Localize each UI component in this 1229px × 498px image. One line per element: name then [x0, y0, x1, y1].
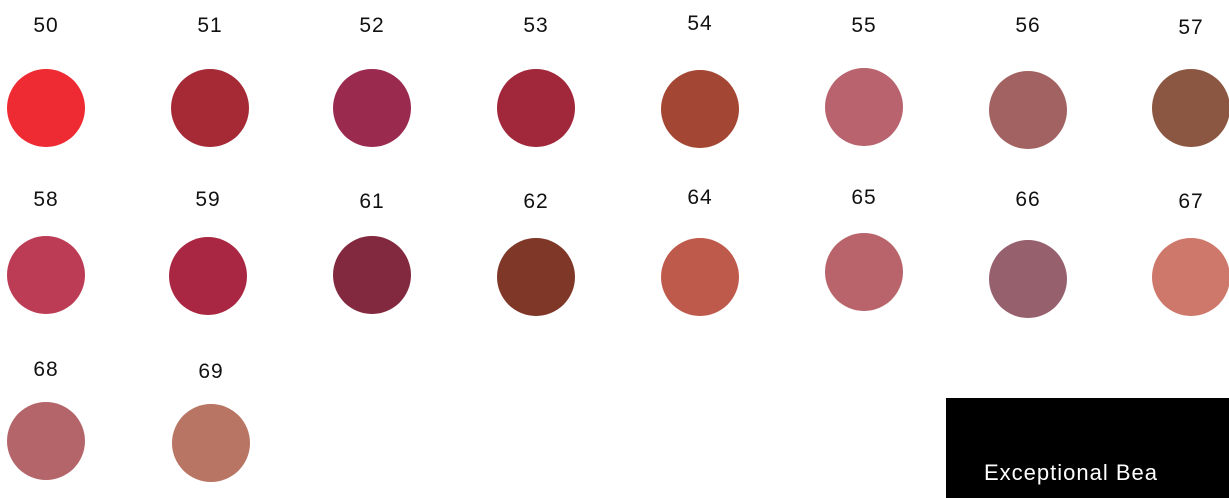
color-dot[interactable]: [7, 402, 85, 480]
brand-badge[interactable]: Exceptional Bea: [946, 398, 1229, 498]
swatch-number: 53: [523, 14, 549, 37]
swatch-number: 68: [33, 358, 59, 381]
color-dot[interactable]: [172, 404, 250, 482]
color-dot[interactable]: [825, 233, 903, 311]
color-dot[interactable]: [825, 68, 903, 146]
swatch-number: 66: [1015, 188, 1041, 211]
swatch-number: 55: [851, 14, 877, 37]
swatch-number: 50: [33, 14, 59, 37]
color-dot[interactable]: [497, 69, 575, 147]
color-dot[interactable]: [989, 240, 1067, 318]
badge-text: Exceptional Bea: [984, 460, 1158, 485]
swatch-number: 54: [687, 12, 713, 35]
swatch-number: 62: [523, 190, 549, 213]
color-dot[interactable]: [989, 71, 1067, 149]
swatch-number: 61: [359, 190, 385, 213]
swatch-number: 65: [851, 186, 877, 209]
color-dot[interactable]: [497, 238, 575, 316]
color-dot[interactable]: [169, 237, 247, 315]
color-dot[interactable]: [7, 69, 85, 147]
swatch-number: 58: [33, 188, 59, 211]
color-dot[interactable]: [7, 236, 85, 314]
color-dot[interactable]: [661, 70, 739, 148]
swatch-number: 64: [687, 186, 713, 209]
swatch-number: 69: [198, 360, 224, 383]
swatch-number: 59: [195, 188, 221, 211]
swatch-number: 67: [1178, 190, 1204, 213]
color-dot[interactable]: [333, 69, 411, 147]
swatch-number: 52: [359, 14, 385, 37]
swatch-number: 56: [1015, 14, 1041, 37]
color-dot[interactable]: [1152, 238, 1229, 316]
swatch-number: 57: [1178, 16, 1204, 39]
swatch-number: 51: [197, 14, 223, 37]
color-dot[interactable]: [661, 238, 739, 316]
color-dot[interactable]: [333, 236, 411, 314]
color-dot[interactable]: [1152, 69, 1229, 147]
color-dot[interactable]: [171, 69, 249, 147]
